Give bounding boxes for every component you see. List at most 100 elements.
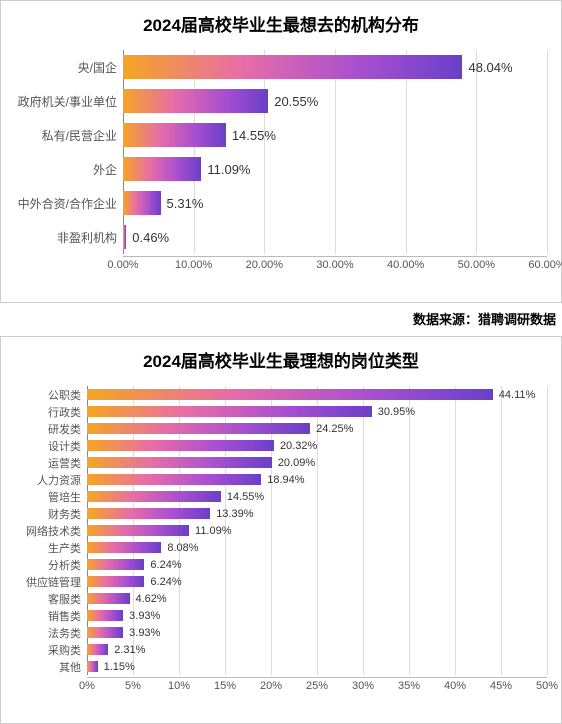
bar-row: 其他 1.15% [15,658,547,675]
bar-category-label: 管培生 [15,489,87,505]
x-tick-label: 45% [490,680,512,692]
x-tick-label: 40.00% [387,259,424,271]
bar-category-label: 央/国企 [15,59,123,76]
chart1-plot: 央/国企 48.04% 政府机关/事业单位 20.55% 私有/民营企业 14.55% 外企… [15,50,547,274]
bar-value-label: 1.15% [104,661,135,673]
bar-row: 生产类 8.08% [15,539,547,556]
bar-value-label: 11.09% [195,525,232,537]
bar-value-label: 4.62% [136,593,167,605]
chart1-title: 2024届高校毕业生最想去的机构分布 [15,11,547,36]
bar-category-label: 分析类 [15,557,87,573]
bar-fill [87,542,161,554]
bar-fill [87,559,144,571]
bar-value-label: 3.93% [129,610,160,622]
bar-category-label: 行政类 [15,404,87,420]
bar-fill [123,157,201,181]
bar-row: 管培生 14.55% [15,488,547,505]
bar-row: 设计类 20.32% [15,437,547,454]
bar-category-label: 法务类 [15,625,87,641]
bar-value-label: 8.08% [167,542,198,554]
bar-value-label: 20.55% [274,94,318,109]
bar-category-label: 生产类 [15,540,87,556]
x-tick-label: 20% [260,680,282,692]
bar-row: 法务类3.93% [15,624,547,641]
bar-fill [87,491,221,503]
bar-row: 客服类4.62% [15,590,547,607]
bar-fill [87,627,123,639]
chart2-panel: 2024届高校毕业生最理想的岗位类型 公职类44.11%行政类30.95%研发类… [0,336,562,724]
bar-row: 政府机关/事业单位 20.55% [15,84,547,118]
data-source: 数据来源：猎聘调研数据 [0,303,562,336]
bar-value-label: 0.46% [132,230,169,245]
x-tick-label: 25% [306,680,328,692]
bar-value-label: 24.25% [316,423,353,435]
x-tick-label: 60.00% [528,259,562,271]
x-tick-label: 10% [168,680,190,692]
bar-category-label: 采购类 [15,642,87,658]
x-tick-label: 5% [125,680,141,692]
bar-fill [87,474,261,486]
bar-row: 私有/民营企业 14.55% [15,118,547,152]
x-tick-label: 0.00% [107,259,138,271]
bar-row: 央/国企 48.04% [15,50,547,84]
bar-fill [123,55,462,79]
chart1-x-axis: 0.00%10.00%20.00%30.00%40.00%50.00%60.00… [123,256,547,274]
x-tick-label: 40% [444,680,466,692]
bar-row: 供应链管理 6.24% [15,573,547,590]
bar-value-label: 14.55% [232,128,276,143]
bar-row: 采购类 2.31% [15,641,547,658]
bar-value-label: 11.09% [207,162,250,177]
bar-category-label: 外企 [15,161,123,178]
bar-fill [87,423,310,435]
bar-category-label: 中外合资/合作企业 [15,195,123,212]
chart2-x-axis: 0%5%10%15%20%25%30%35%40%45%50% [87,677,547,695]
bar-value-label: 48.04% [468,60,512,75]
bar-fill [123,191,161,215]
bar-row: 财务类13.39% [15,505,547,522]
bar-row: 人力资源18.94% [15,471,547,488]
bar-row: 研发类 24.25% [15,420,547,437]
bar-fill [87,389,493,401]
bar-value-label: 6.24% [150,559,181,571]
bar-fill [87,457,272,469]
bar-row: 中外合资/合作企业 5.31% [15,186,547,220]
bar-fill [87,593,130,605]
chart2-title: 2024届高校毕业生最理想的岗位类型 [15,347,547,372]
x-tick-label: 50.00% [458,259,495,271]
bar-fill [87,525,189,537]
bar-value-label: 20.32% [280,440,317,452]
bar-value-label: 5.31% [167,196,204,211]
bar-fill [87,576,144,588]
bar-category-label: 财务类 [15,506,87,522]
bar-fill [87,661,98,673]
bar-row: 行政类 30.95% [15,403,547,420]
bar-category-label: 私有/民营企业 [15,127,123,144]
bar-fill [87,406,372,418]
bar-category-label: 网络技术类 [15,523,87,539]
chart2-plot: 公职类44.11%行政类30.95%研发类24.25%设计类20.32%运营类2… [15,386,547,695]
bar-category-label: 其他 [15,659,87,675]
bar-row: 运营类20.09% [15,454,547,471]
bar-fill [87,644,108,656]
bar-value-label: 6.24% [150,576,181,588]
bar-value-label: 30.95% [378,406,415,418]
bar-value-label: 14.55% [227,491,264,503]
bar-category-label: 销售类 [15,608,87,624]
bar-value-label: 44.11% [499,389,536,401]
x-tick-label: 0% [79,680,95,692]
bar-fill [87,610,123,622]
x-tick-label: 30% [352,680,374,692]
bar-category-label: 设计类 [15,438,87,454]
bar-value-label: 18.94% [267,474,304,486]
bar-fill [123,89,268,113]
bar-category-label: 供应链管理 [15,574,87,590]
bar-value-label: 20.09% [278,457,315,469]
bar-fill [123,123,226,147]
chart1-panel: 2024届高校毕业生最想去的机构分布 央/国企 48.04% 政府机关/事业单位 20… [0,0,562,303]
bar-category-label: 研发类 [15,421,87,437]
chart2-bars: 公职类44.11%行政类30.95%研发类24.25%设计类20.32%运营类2… [15,386,547,675]
chart1-bars: 央/国企 48.04% 政府机关/事业单位 20.55% 私有/民营企业 14.55% 外企… [15,50,547,254]
bar-value-label: 2.31% [114,644,145,656]
x-tick-label: 30.00% [316,259,353,271]
bar-category-label: 政府机关/事业单位 [15,93,123,110]
